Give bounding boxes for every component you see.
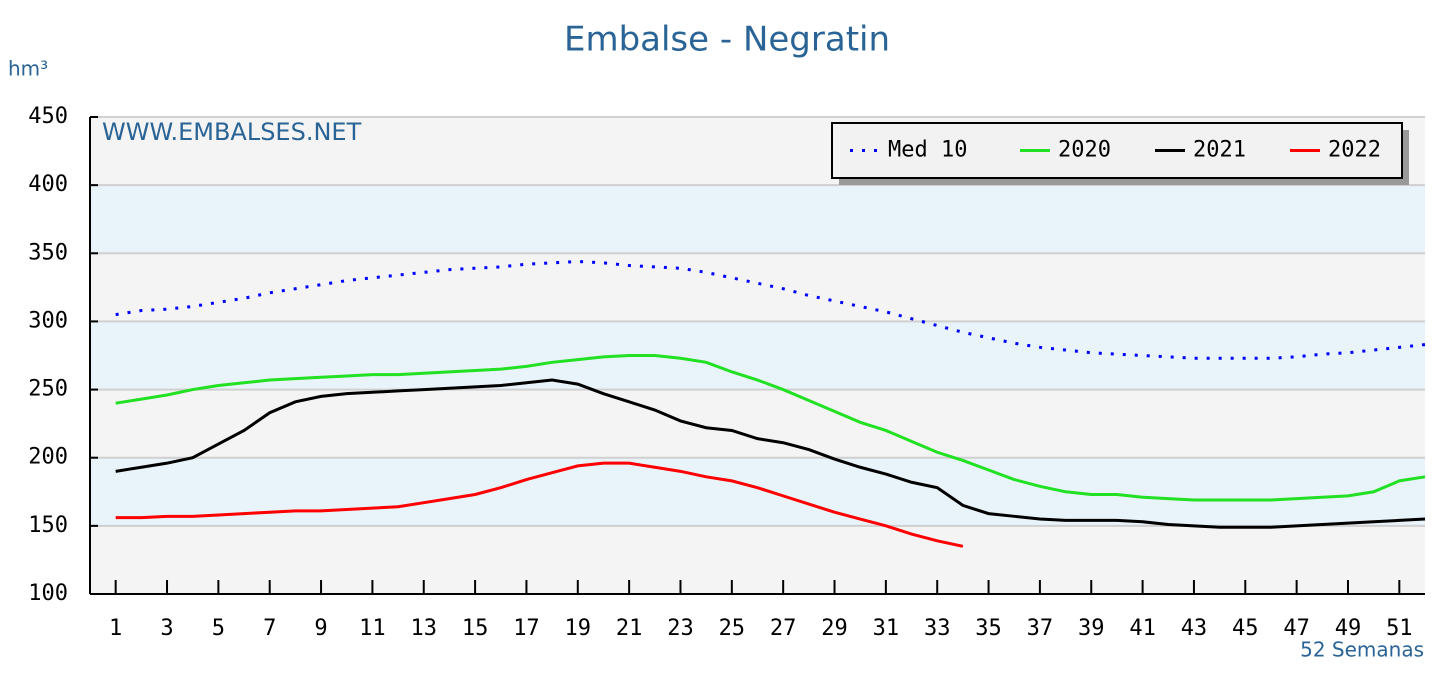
x-tick-label: 43 <box>1181 616 1208 641</box>
x-tick-label: 13 <box>411 616 438 641</box>
band <box>90 185 1425 254</box>
y-tick-label: 450 <box>28 104 68 129</box>
x-tick-label: 47 <box>1283 616 1310 641</box>
x-tick-label: 7 <box>263 616 276 641</box>
x-tick-label: 49 <box>1335 616 1362 641</box>
y-tick-label: 150 <box>28 513 68 538</box>
x-tick-label: 35 <box>975 616 1002 641</box>
y-tick-label: 200 <box>28 445 68 470</box>
x-tick-label: 45 <box>1232 616 1259 641</box>
y-tick-label: 250 <box>28 377 68 402</box>
x-tick-label: 3 <box>160 616 173 641</box>
x-tick-label: 19 <box>565 616 592 641</box>
x-tick-label: 29 <box>821 616 848 641</box>
x-tick-label: 31 <box>873 616 900 641</box>
x-tick-label: 39 <box>1078 616 1105 641</box>
x-tick-label: 15 <box>462 616 489 641</box>
x-tick-label: 37 <box>1027 616 1054 641</box>
y-tick-label: 400 <box>28 172 68 197</box>
legend: Med 10 2020 2021 2022 <box>831 122 1409 185</box>
legend-label: 2020 <box>1058 138 1111 163</box>
x-tick-label: 41 <box>1129 616 1156 641</box>
x-tick-label: 27 <box>770 616 797 641</box>
y-tick-label: 350 <box>28 240 68 265</box>
x-tick-label: 17 <box>513 616 540 641</box>
watermark: WWW.EMBALSES.NET <box>102 118 362 146</box>
band <box>90 457 1425 526</box>
series-line <box>115 378 1426 529</box>
legend-label: Med 10 <box>888 138 967 163</box>
y-tick-label: 100 <box>28 581 68 606</box>
series-line <box>115 461 964 548</box>
y-tick-label: 300 <box>28 308 68 333</box>
x-tick-label: 33 <box>924 616 951 641</box>
x-tick-label: 1 <box>109 616 122 641</box>
x-tick-label: 23 <box>667 616 694 641</box>
series-line <box>115 354 1426 502</box>
x-tick-label: 9 <box>314 616 327 641</box>
legend-label: 2022 <box>1328 138 1381 163</box>
x-tick-label: 11 <box>359 616 386 641</box>
series-line <box>115 259 1426 360</box>
legend-label: 2021 <box>1193 138 1246 163</box>
x-axis-label: 52 Semanas <box>1300 638 1424 662</box>
chart-title: Embalse - Negratin <box>564 20 890 60</box>
x-tick-label: 21 <box>616 616 643 641</box>
y-axis-unit: hm³ <box>8 57 48 81</box>
x-tick-label: 51 <box>1386 616 1413 641</box>
x-tick-label: 25 <box>719 616 746 641</box>
x-tick-label: 5 <box>212 616 225 641</box>
